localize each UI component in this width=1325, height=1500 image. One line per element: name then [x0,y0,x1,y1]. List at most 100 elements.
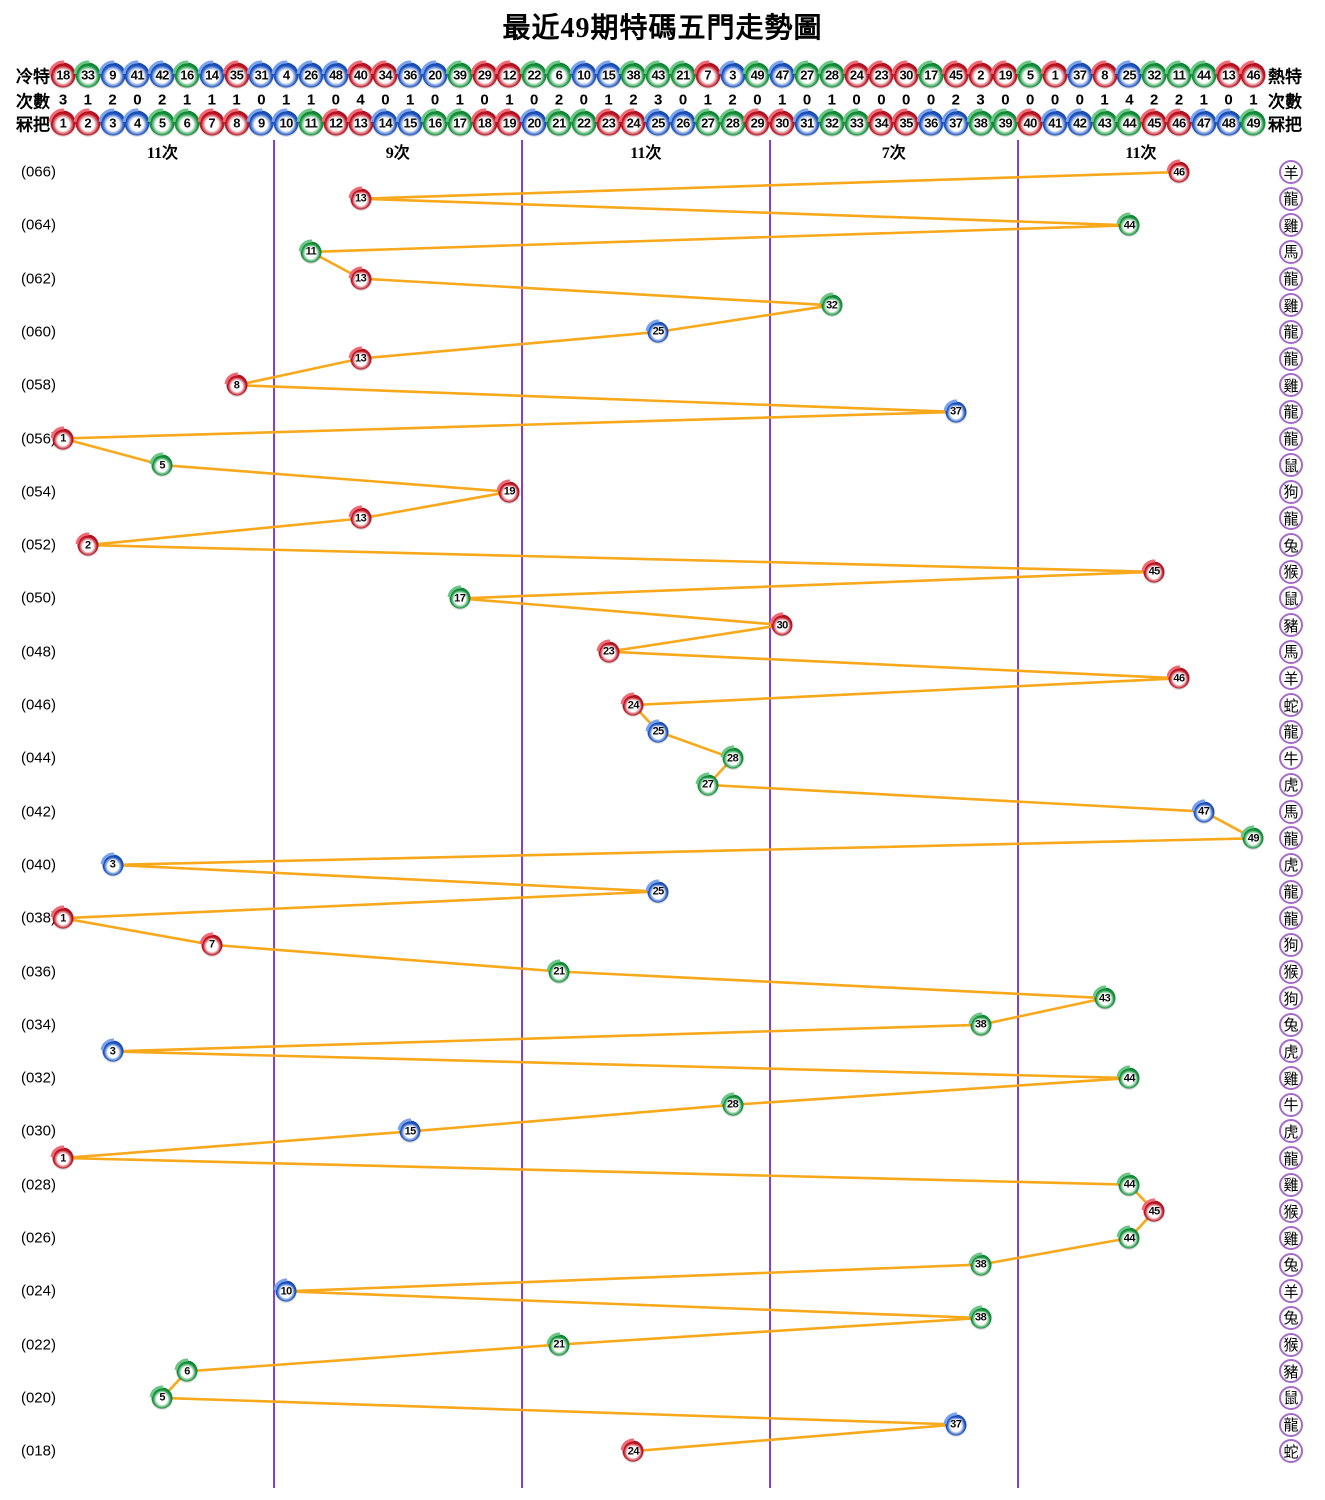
period-label: (060) [20,323,56,341]
trend-ball-number: 44 [1123,219,1136,232]
zodiac-circle: 蛇 [1279,1439,1303,1464]
trend-ball: 43 [1094,987,1116,1009]
zodiac-circle: 龍 [1279,719,1303,744]
number-row-ball: 41 [1042,110,1068,136]
trend-ball-number: 23 [602,645,615,658]
number-row-ball: 25 [645,110,671,136]
cold-row-ball-number: 22 [527,67,541,83]
period-label: (042) [20,803,56,821]
trend-ball: 44 [1118,1067,1140,1089]
section-divider-line [1016,140,1019,1488]
cold-row-ball-number: 4 [282,67,290,83]
number-row-ball-number: 12 [329,115,343,131]
section-count-label: 11次 [1125,145,1157,162]
zodiac-circle: 龍 [1279,266,1303,291]
cold-row-ball-number: 23 [874,67,889,83]
cold-row-ball: 6 [546,62,572,88]
number-row-ball: 46 [1166,110,1192,136]
number-row-ball-number: 13 [353,115,368,131]
zodiac-circle: 馬 [1279,639,1303,664]
number-row-ball-number: 5 [158,115,166,131]
zodiac-circle: 龍 [1279,826,1303,851]
zodiac-circle: 鼠 [1279,453,1303,478]
number-row-ball: 18 [472,110,498,136]
count-value: 2 [629,91,638,109]
trend-ball-number: 25 [652,325,665,338]
count-value: 2 [951,91,960,109]
trend-ball-number: 1 [60,1152,66,1165]
trend-ball: 5 [151,1387,173,1409]
number-row-ball-number: 49 [1246,115,1261,131]
trend-ball-number: 10 [280,1285,293,1298]
period-label: (024) [20,1282,56,1300]
count-value: 0 [852,91,861,109]
cold-row-ball-number: 43 [651,67,665,83]
trend-ball-number: 19 [503,485,516,498]
number-row-ball: 10 [273,110,299,136]
cold-row-ball: 24 [844,62,870,88]
trend-ball: 44 [1118,1227,1140,1249]
number-row-ball: 20 [521,110,547,136]
trend-ball-number: 28 [726,752,739,765]
cold-row-ball-number: 9 [109,67,116,83]
trend-ball-number: 21 [553,1338,565,1351]
cold-row-ball-number: 41 [130,67,145,83]
number-row-ball: 49 [1240,110,1266,136]
zodiac-circle: 龍 [1279,906,1303,931]
cold-row-ball-number: 8 [1101,67,1108,83]
cold-row-ball-number: 1 [1051,67,1059,83]
trend-ball-number: 38 [974,1018,987,1031]
count-value: 1 [207,91,216,109]
cold-row-ball-number: 16 [180,67,194,83]
cold-row-ball: 20 [422,62,448,88]
trend-ball: 3 [102,854,124,876]
count-value: 0 [381,91,390,109]
trend-ball: 2 [77,534,99,556]
number-row-ball: 5 [149,110,175,136]
zodiac-circle: 虎 [1279,852,1303,877]
number-row-ball: 4 [124,110,150,136]
zodiac-circle: 蛇 [1279,693,1303,717]
cold-row-ball-number: 6 [555,67,563,83]
count-value: 0 [579,91,588,109]
cold-row-ball: 30 [893,62,919,88]
period-label: (034) [20,1016,56,1034]
trend-ball: 47 [1193,801,1215,823]
count-value: 1 [1249,91,1258,109]
trend-polyline [61,170,1255,1453]
number-row-ball-number: 18 [477,115,492,131]
section-count-label: 11次 [630,145,662,162]
cold-row-ball: 40 [348,62,374,88]
count-value: 1 [1100,91,1109,109]
trend-ball-number: 38 [974,1311,987,1324]
cold-row-ball-number: 21 [676,67,690,83]
trend-ball-number: 15 [404,1125,417,1138]
period-label: (026) [20,1229,56,1247]
period-label: (020) [20,1389,56,1407]
trend-ball: 6 [176,1360,198,1382]
cold-row-ball: 8 [1092,62,1118,88]
cold-row-ball-number: 32 [1147,67,1161,83]
number-row-ball-number: 38 [973,115,988,131]
cold-row-ball: 42 [149,62,175,88]
number-row-ball: 29 [744,110,770,136]
cold-row-ball-number: 37 [1073,67,1087,83]
section-divider-line [272,140,275,1488]
zodiac-circle: 猴 [1279,1199,1303,1224]
period-label: (062) [20,270,56,288]
trend-ball-number: 27 [702,778,714,791]
trend-ball-number: 30 [776,619,789,632]
number-row-ball-number: 21 [552,115,566,131]
cold-row-ball-number: 24 [849,67,864,83]
cold-row-ball: 14 [199,62,225,88]
cold-row-ball: 17 [918,62,944,88]
period-label: (030) [20,1122,56,1140]
trend-ball-number: 8 [233,379,240,392]
trend-ball-number: 38 [974,1258,987,1271]
trend-ball-number: 17 [454,592,466,605]
zodiac-circle: 羊 [1279,1279,1303,1304]
number-row-ball: 42 [1067,110,1093,136]
cold-row-ball-number: 2 [977,67,984,83]
cold-row-ball: 1 [1042,62,1068,88]
cold-row-ball-number: 17 [924,67,938,83]
